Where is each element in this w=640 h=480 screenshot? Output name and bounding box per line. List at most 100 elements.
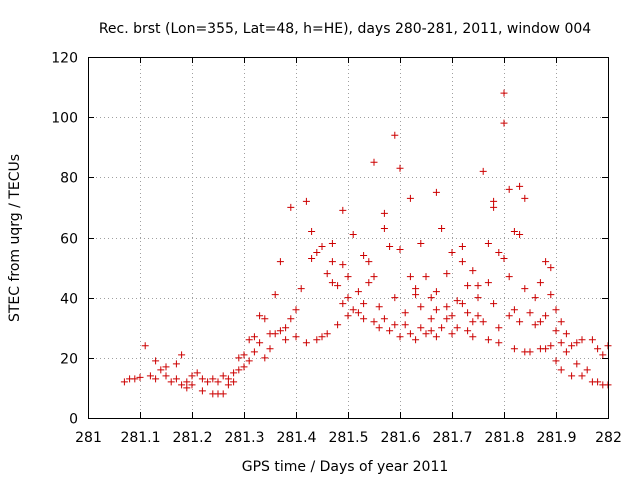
data-point (131, 375, 139, 383)
data-point (458, 243, 466, 251)
data-point (230, 378, 238, 386)
data-point (157, 366, 165, 374)
data-point (599, 351, 607, 359)
data-point (573, 360, 581, 368)
data-point (354, 288, 362, 296)
data-point (162, 363, 170, 371)
data-point (422, 273, 430, 281)
data-point (458, 258, 466, 266)
data-point (516, 230, 524, 238)
data-point (276, 327, 284, 335)
data-point (391, 131, 399, 139)
data-point (573, 339, 581, 347)
data-point (552, 306, 560, 314)
data-point (292, 333, 300, 341)
data-point (354, 309, 362, 317)
data-point (453, 324, 461, 332)
data-point (417, 240, 425, 248)
x-tick-label: 281 (75, 430, 102, 446)
data-point (505, 273, 513, 281)
data-point (328, 240, 336, 248)
data-point (396, 164, 404, 172)
axis-ticks: 281 281.1 281.2 281.3 281.4 281.5 281.6 281.7 28… (51, 51, 622, 447)
data-point (313, 249, 321, 257)
data-point (469, 333, 477, 341)
data-point (542, 345, 550, 353)
data-point (178, 381, 186, 389)
data-point (417, 324, 425, 332)
data-point (432, 306, 440, 314)
data-point (178, 351, 186, 359)
data-point (224, 375, 232, 383)
data-point (422, 330, 430, 338)
data-point (490, 300, 498, 308)
data-point (406, 330, 414, 338)
data-point (531, 321, 539, 329)
data-point (557, 318, 565, 326)
data-point (287, 203, 295, 211)
data-point (552, 327, 560, 335)
data-point (510, 345, 518, 353)
data-point (474, 282, 482, 290)
data-point (152, 375, 160, 383)
x-tick-label: 281.9 (536, 430, 576, 446)
x-tick-label: 281.6 (380, 430, 420, 446)
data-point (339, 206, 347, 214)
y-tick-label: 20 (60, 352, 78, 368)
data-point (484, 240, 492, 248)
data-point (412, 285, 420, 293)
data-point (568, 372, 576, 380)
data-point (448, 312, 456, 320)
data-point (479, 167, 487, 175)
plot-frame (88, 57, 609, 419)
data-point (510, 227, 518, 235)
x-tick-label: 281.3 (224, 430, 264, 446)
data-point (578, 372, 586, 380)
data-point (256, 312, 264, 320)
data-point (443, 315, 451, 323)
data-point (339, 261, 347, 269)
x-tick-label: 281.5 (328, 430, 368, 446)
data-point (370, 318, 378, 326)
data-point (495, 339, 503, 347)
data-point (516, 318, 524, 326)
data-point (256, 339, 264, 347)
data-point (578, 336, 586, 344)
data-point (583, 366, 591, 374)
data-point (562, 348, 570, 356)
data-point (287, 315, 295, 323)
x-tick-label: 281.2 (172, 430, 212, 446)
data-point (360, 300, 368, 308)
data-point (386, 243, 394, 251)
data-point (401, 309, 409, 317)
data-point (365, 258, 373, 266)
data-point (209, 375, 217, 383)
x-tick-label: 281.7 (432, 430, 472, 446)
data-point (271, 291, 279, 299)
data-point (536, 279, 544, 287)
data-point (188, 381, 196, 389)
data-point (172, 360, 180, 368)
data-point (120, 378, 128, 386)
data-point (427, 327, 435, 335)
data-point (198, 375, 206, 383)
data-point (230, 369, 238, 377)
data-point (427, 315, 435, 323)
data-point (547, 264, 555, 272)
data-point (594, 378, 602, 386)
x-axis-title: GPS time / Days of year 2011 (242, 459, 449, 475)
data-point (531, 294, 539, 302)
data-point (245, 357, 253, 365)
data-point (261, 315, 269, 323)
data-point (318, 333, 326, 341)
data-point (204, 378, 212, 386)
y-tick-label: 0 (69, 412, 78, 428)
data-point (438, 324, 446, 332)
data-point (464, 327, 472, 335)
data-point (490, 203, 498, 211)
data-point (542, 312, 550, 320)
data-point (500, 119, 508, 127)
data-point (505, 312, 513, 320)
data-point (588, 336, 596, 344)
data-point (557, 366, 565, 374)
